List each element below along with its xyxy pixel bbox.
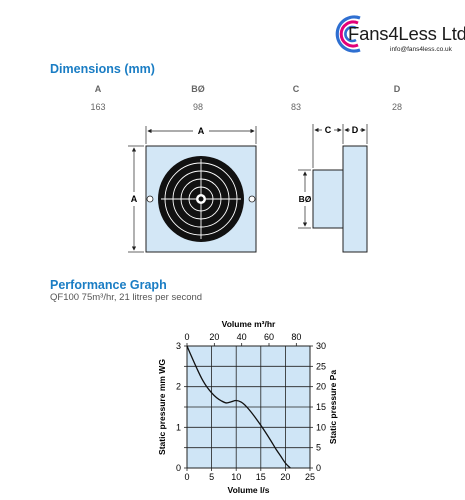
y-tick-label: 0: [176, 463, 181, 473]
dimensions-heading: Dimensions (mm): [50, 62, 155, 76]
dim-value-d: 28: [391, 102, 402, 112]
dim-label-d: D: [393, 84, 401, 94]
y2-tick-label: 10: [316, 422, 326, 432]
dim-value-c: 83: [290, 102, 301, 112]
dim-value-b: 98: [192, 102, 203, 112]
front-width-label: A: [198, 126, 205, 136]
x2-tick-label: 0: [184, 332, 189, 342]
fan-dimension-drawing: A A C D BØ: [128, 124, 368, 253]
x-tick-label: 5: [209, 472, 214, 482]
logo-swirl-icon: [335, 15, 361, 53]
x-tick-label: 20: [280, 472, 290, 482]
dim-label-b: BØ: [191, 84, 205, 94]
grid: [187, 346, 310, 468]
y2-tick-label: 25: [316, 361, 326, 371]
front-height-label: A: [131, 194, 138, 204]
x2-tick-label: 60: [264, 332, 274, 342]
y-tick-label: 3: [176, 341, 181, 351]
x-tick-label: 25: [305, 472, 315, 482]
dim-value-a: 163: [90, 102, 106, 112]
y2-tick-label: 15: [316, 402, 326, 412]
y2-tick-label: 30: [316, 341, 326, 351]
brand-name: Fans4Less Ltd: [348, 23, 465, 44]
performance-subtitle: QF100 75m³/hr, 21 litres per second: [50, 292, 203, 303]
side-d-label: D: [352, 125, 359, 135]
brand-logo: Fans4Less Ltd info@fans4less.co.uk: [330, 10, 465, 58]
x2-tick-label: 80: [291, 332, 301, 342]
y2-axis-title: Static pressure Pa: [328, 370, 338, 444]
y2-tick-label: 20: [316, 382, 326, 392]
x2-tick-label: 40: [237, 332, 247, 342]
y2-tick-label: 0: [316, 463, 321, 473]
dim-label-a: A: [94, 84, 102, 94]
x2-axis-title: Volume m³/hr: [222, 319, 276, 329]
x2-tick-label: 20: [209, 332, 219, 342]
y-axis-title: Static pressure mm WG: [157, 359, 167, 455]
x-tick-label: 10: [231, 472, 241, 482]
side-view: [312, 145, 368, 253]
y-tick-label: 2: [176, 382, 181, 392]
x-tick-label: 15: [256, 472, 266, 482]
x-axis-title: Volume l/s: [228, 485, 270, 495]
side-c-label: C: [325, 125, 332, 135]
dim-label-c: C: [292, 84, 300, 94]
series-line: [186, 345, 291, 469]
side-diameter-label: BØ: [299, 194, 312, 204]
brand-email: info@fans4less.co.uk: [390, 46, 452, 53]
performance-heading: Performance Graph: [50, 278, 167, 292]
y2-tick-label: 5: [316, 443, 321, 453]
x-tick-label: 0: [184, 472, 189, 482]
y-tick-label: 1: [176, 422, 181, 432]
front-view: [145, 145, 257, 253]
